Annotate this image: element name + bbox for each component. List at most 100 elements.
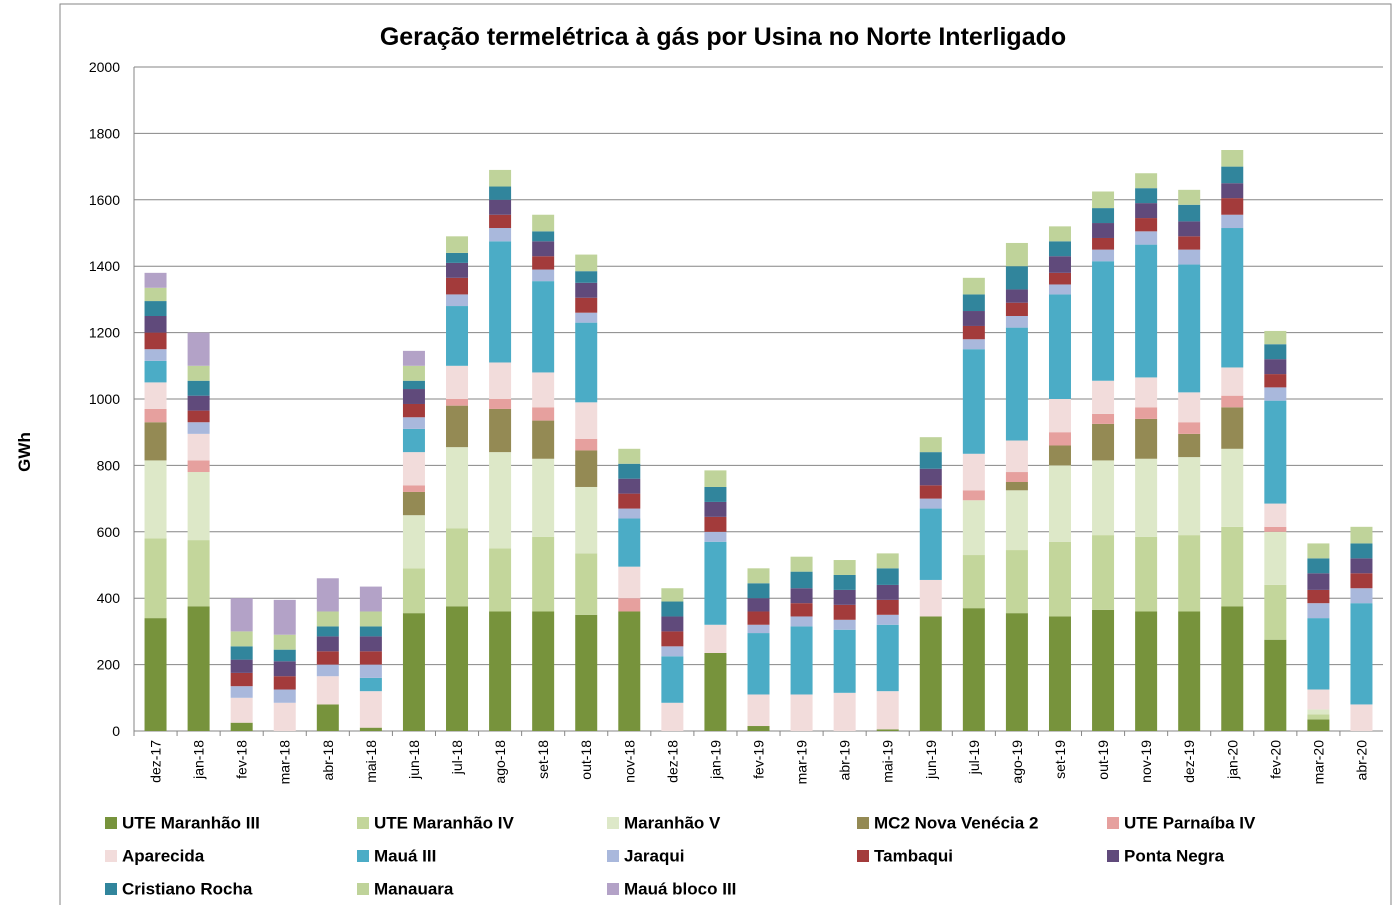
bar-segment	[1005, 490, 1028, 551]
bar-segment	[1264, 639, 1287, 731]
y-tick-label: 800	[97, 457, 121, 473]
legend-swatch	[357, 883, 369, 895]
bar-segment	[532, 256, 555, 270]
y-tick-label: 1800	[89, 125, 120, 141]
bar-segment	[962, 294, 985, 312]
bar-segment	[1135, 418, 1158, 459]
bar-segment	[402, 452, 425, 486]
y-tick-label: 1600	[89, 192, 120, 208]
bar-segment	[532, 241, 555, 257]
bar-segment	[1092, 535, 1115, 610]
bar-segment	[1264, 584, 1287, 640]
y-tick-label: 2000	[89, 59, 120, 75]
bar-segment	[273, 649, 296, 662]
bar-segment	[833, 692, 856, 731]
bar-segment	[144, 360, 167, 383]
bar-segment	[575, 297, 598, 313]
bar-segment	[402, 491, 425, 516]
bar-segment	[1307, 689, 1330, 710]
x-tick-label: fev-19	[751, 740, 767, 779]
bar-segment	[532, 214, 555, 232]
bar-segment	[316, 651, 339, 665]
x-tick-label: set-19	[1052, 740, 1068, 779]
bar-segment	[790, 571, 813, 589]
bar-segment	[876, 553, 899, 569]
bar-segment	[489, 169, 512, 187]
bar-segment	[402, 403, 425, 418]
bar-segment	[1307, 603, 1330, 619]
bar-segment	[1307, 589, 1330, 604]
y-tick-label: 400	[97, 590, 121, 606]
bar-segment	[575, 322, 598, 403]
bar-segment	[1048, 445, 1071, 466]
bar-segment	[790, 603, 813, 617]
x-tick-label: mar-18	[277, 740, 293, 785]
legend-swatch	[357, 850, 369, 862]
bar-segment	[833, 574, 856, 590]
bar-segment	[1135, 218, 1158, 232]
bar-segment	[1350, 704, 1373, 731]
bar-segment	[747, 611, 770, 625]
bar-segment	[446, 399, 469, 406]
bar-segment	[790, 616, 813, 627]
bar-segment	[316, 664, 339, 677]
legend-label: Aparecida	[122, 846, 205, 865]
bar-segment	[1264, 387, 1287, 401]
bar-segment	[618, 448, 641, 464]
legend-swatch	[105, 817, 117, 829]
bar-segment	[1178, 422, 1201, 434]
bar-segment	[1005, 613, 1028, 731]
bar-segment	[187, 606, 210, 731]
bar-segment	[1135, 536, 1158, 612]
bar-segment	[919, 485, 942, 499]
bar-segment	[1221, 183, 1244, 199]
bar-segment	[359, 636, 382, 652]
bar-segment	[661, 616, 684, 632]
bar-segment	[1264, 503, 1287, 527]
bar-segment	[1048, 284, 1071, 295]
bar-segment	[1178, 221, 1201, 237]
bar-segment	[618, 508, 641, 519]
bar-segment	[187, 540, 210, 607]
y-tick-label: 200	[97, 657, 121, 673]
bar-segment	[1307, 618, 1330, 690]
bar-segment	[704, 470, 727, 487]
bar-segment	[618, 518, 641, 567]
bar-segment	[1092, 460, 1115, 536]
bar-segment	[1221, 228, 1244, 368]
bar-segment	[575, 271, 598, 283]
bar-segment	[1264, 359, 1287, 375]
bar-segment	[230, 631, 253, 647]
bar-segment	[1221, 606, 1244, 731]
bar-segment	[661, 646, 684, 657]
bar-segment	[1264, 526, 1287, 532]
x-tick-label: jul-18	[449, 740, 465, 775]
bar-segment	[1307, 573, 1330, 590]
bar-segment	[446, 606, 469, 731]
x-tick-label: nov-19	[1138, 740, 1154, 783]
bar-segment	[1178, 457, 1201, 536]
legend-swatch	[105, 883, 117, 895]
bar-segment	[704, 531, 727, 542]
bar-segment	[359, 651, 382, 665]
bar-segment	[187, 395, 210, 411]
bar-segment	[876, 614, 899, 625]
bar-segment	[919, 452, 942, 469]
bar-segment	[919, 437, 942, 453]
bar-segment	[144, 422, 167, 461]
bar-segment	[1048, 432, 1071, 446]
bar-segment	[187, 332, 210, 366]
legend-swatch	[105, 850, 117, 862]
bar-segment	[1221, 214, 1244, 229]
bar-segment	[1005, 302, 1028, 316]
bar-segment	[187, 365, 210, 381]
bar-segment	[273, 689, 296, 703]
bar-segment	[230, 598, 253, 632]
bar-segment	[1350, 526, 1373, 544]
bar-segment	[446, 277, 469, 295]
x-tick-label: nov-18	[621, 740, 637, 783]
bar-segment	[144, 460, 167, 539]
x-tick-label: mai-19	[880, 740, 896, 783]
bar-segment	[144, 301, 167, 316]
y-tick-label: 600	[97, 524, 121, 540]
